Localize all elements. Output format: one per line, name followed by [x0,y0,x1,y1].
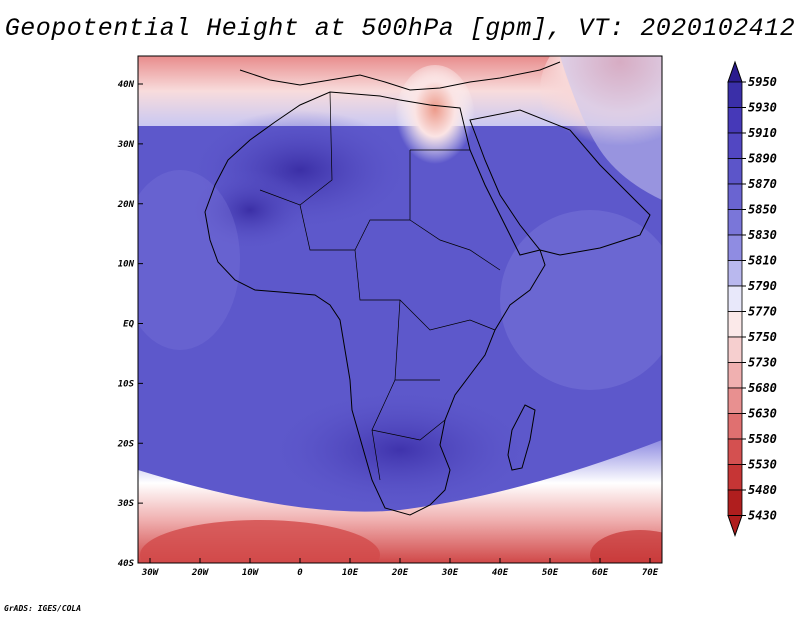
colorbar-level-label: 5810 [748,254,777,268]
colorbar-level-label: 5580 [748,432,777,446]
colorbar-swatch [727,387,743,414]
colorbar-swatch [727,438,743,465]
colorbar-swatch [727,132,743,159]
colorbar-level-label: 5850 [748,203,777,217]
colorbar-swatch [727,209,743,236]
colorbar-level-label: 5930 [748,101,777,115]
lon-tick-label: 20W [191,568,210,578]
colorbar-level-label: 5530 [748,458,777,472]
colorbar-level-label: 5770 [748,305,777,319]
colorbar-level-label: 5790 [748,279,777,293]
colorbar-swatch [727,81,743,108]
lon-tick-label: 30E [441,568,459,578]
lat-tick-label: 30N [117,140,135,150]
colorbar-level-label: 5480 [748,483,777,497]
lon-tick-label: 10W [242,568,260,578]
lon-tick-label: 20E [391,568,409,578]
colorbar-level-label: 5680 [748,381,777,395]
colorbar-level-label: 5950 [748,75,777,89]
lat-tick-label: 30S [117,499,135,509]
chart-title: Geopotential Height at 500hPa [gpm], VT:… [4,14,796,43]
colorbar-swatch [727,234,743,261]
colorbar-level-label: 5910 [748,126,777,140]
lon-tick-label: 40E [492,568,509,578]
colorbar-bottom-arrow [727,515,743,538]
colorbar-top-arrow [727,60,743,83]
lon-tick-label: 50E [542,568,559,578]
colorbar-swatch [727,183,743,210]
lat-tick-label: EQ [123,320,134,330]
coastlines [204,61,651,516]
colorbar-swatch [727,311,743,338]
colorbar-level-label: 5630 [748,407,777,421]
grads-credit: GrADS: IGES/COLA [4,604,82,613]
height-field [138,56,662,563]
colorbar-swatch [727,107,743,134]
colorbar-level-label: 5890 [748,152,777,166]
colorbar-swatch [727,158,743,185]
colorbar-level-label: 5870 [748,177,777,191]
lat-tick-label: 40S [118,559,135,569]
lat-tick-label: 20S [117,439,135,449]
latitude-axis: 40N 30N 20N 10N EQ 10S 20S 30S 40S [117,80,143,569]
colorbar-swatch [727,362,743,389]
colorbar-swatch [727,285,743,312]
africa-coastline [204,91,546,516]
arabia-coastline [469,109,651,256]
colorbar-swatch [727,464,743,491]
madagascar-coastline [507,404,536,471]
europe-coastline [239,61,561,91]
colorbar-swatch [727,260,743,287]
lon-tick-label: 60E [592,568,609,578]
colorbar-level-label: 5750 [748,330,777,344]
lon-tick-label: 10E [342,568,359,578]
lat-tick-label: 10N [118,260,135,270]
lon-tick-label: 30W [141,568,160,578]
colorbar-swatch [727,336,743,363]
longitude-axis: 30W 20W 10W 0 10E 20E 30E 40E 50E 60E 70E [141,558,659,578]
lat-tick-label: 10S [118,379,135,389]
lon-tick-label: 70E [642,568,659,578]
lon-tick-label: 0 [297,568,303,578]
colorbar-level-label: 5730 [748,356,777,370]
colorbar: 5950 5930 5910 5890 5870 5850 5830 5810 5790 5770… [727,60,777,538]
colorbar-swatch [727,413,743,440]
lat-tick-label: 20N [117,200,135,210]
lat-tick-label: 40N [118,80,135,90]
colorbar-swatch [727,489,743,516]
colorbar-level-label: 5830 [748,228,777,242]
country-borders [259,91,501,481]
colorbar-level-label: 5430 [748,509,777,523]
